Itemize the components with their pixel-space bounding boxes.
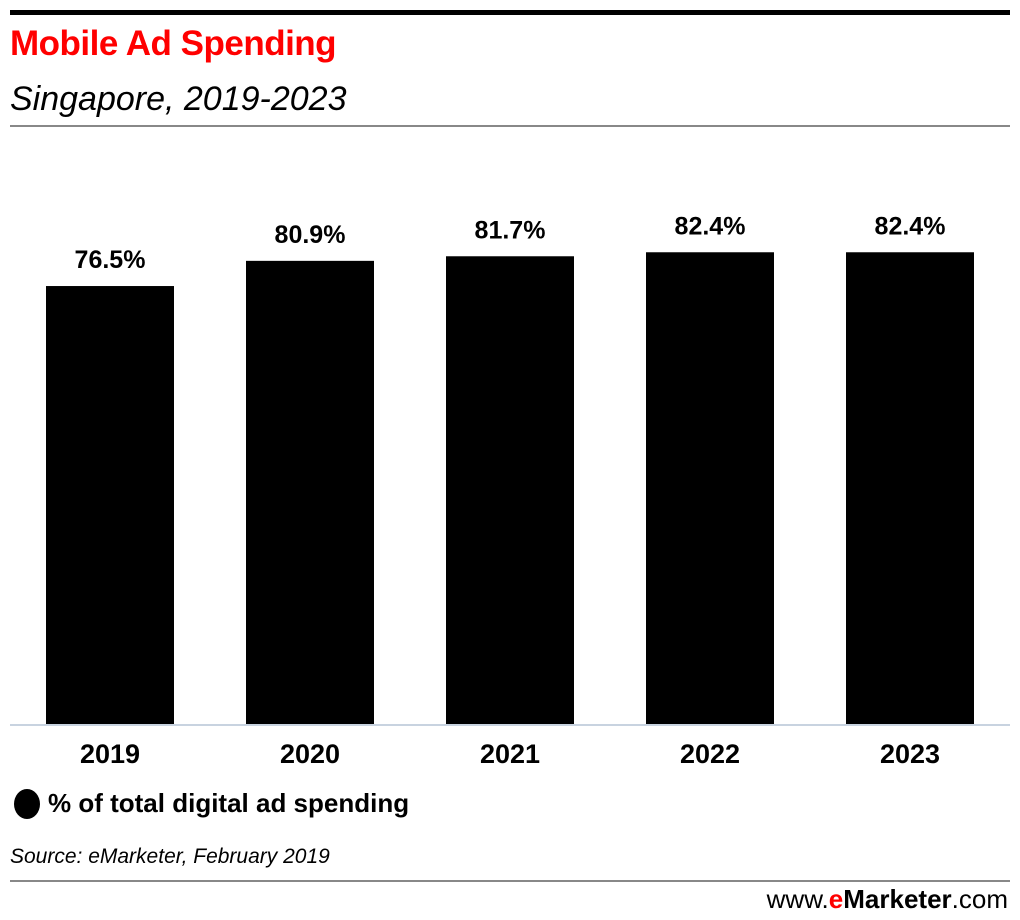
bar-2019 <box>46 286 174 724</box>
legend-swatch <box>14 788 40 819</box>
bar-2020 <box>246 260 374 724</box>
data-label-2023: 82.4% <box>875 212 946 240</box>
data-label-2021: 81.7% <box>475 216 546 244</box>
source-note: Source: eMarketer, February 2019 <box>10 845 330 868</box>
x-tick-label-2023: 2023 <box>880 739 940 769</box>
legend-label: % of total digital ad spending <box>48 788 410 818</box>
footer-rule <box>10 880 1010 882</box>
top-rule <box>10 10 1010 15</box>
data-label-2019: 76.5% <box>75 246 146 274</box>
footer-logo: www.eMarketer.com <box>767 884 1008 915</box>
chart-subtitle: Singapore, 2019-2023 <box>10 80 347 118</box>
data-label-2020: 80.9% <box>275 221 346 249</box>
header-rule <box>10 125 1010 127</box>
data-label-2022: 82.4% <box>675 212 746 240</box>
footer-brand-e: e <box>828 884 844 914</box>
footer-suffix: .com <box>951 884 1008 914</box>
x-axis-line <box>10 724 1010 726</box>
x-tick-label-2021: 2021 <box>480 739 540 769</box>
chart-title: Mobile Ad Spending <box>10 24 337 63</box>
bar-2023 <box>846 252 974 724</box>
bar-2021 <box>446 256 574 724</box>
x-tick-label-2022: 2022 <box>680 739 740 769</box>
footer-brand: Marketer <box>843 884 952 914</box>
x-tick-label-2020: 2020 <box>280 739 340 769</box>
bar-2022 <box>646 252 774 724</box>
x-tick-label-2019: 2019 <box>80 739 140 769</box>
footer-prefix: www. <box>766 884 829 914</box>
legend: % of total digital ad spending <box>14 788 409 819</box>
